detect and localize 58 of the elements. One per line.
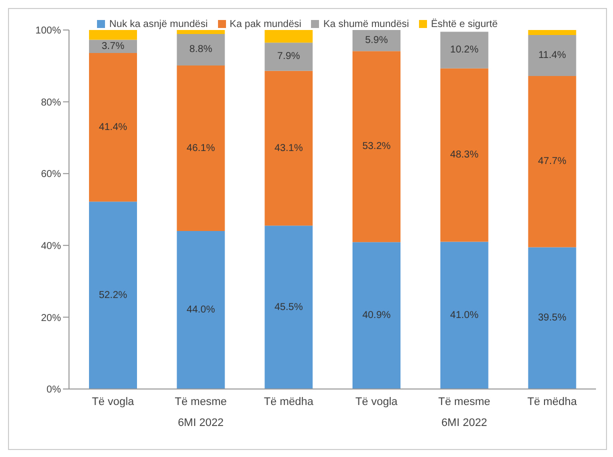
x-tick-label: Të mëdha xyxy=(264,396,314,408)
bar xyxy=(89,40,137,53)
data-label: 39.5% xyxy=(538,312,566,324)
data-label: 10.2% xyxy=(450,44,479,56)
bar xyxy=(528,76,576,248)
data-label: 46.1% xyxy=(186,142,216,154)
data-label: 43.1% xyxy=(274,142,303,154)
bar xyxy=(89,202,137,389)
bar xyxy=(176,30,225,34)
bar xyxy=(89,52,137,202)
bar xyxy=(440,242,488,389)
data-label: 44.0% xyxy=(186,304,216,316)
bar xyxy=(352,51,400,242)
data-label: 40.9% xyxy=(362,310,391,322)
bar xyxy=(264,42,313,71)
bar xyxy=(264,70,313,226)
data-label: 3.7% xyxy=(102,40,125,52)
bar xyxy=(264,226,313,389)
data-label: 47.7% xyxy=(538,156,566,168)
bar xyxy=(352,30,400,52)
y-tick-label: 80% xyxy=(40,97,62,108)
data-label: 45.5% xyxy=(274,302,303,313)
text: 6MI 2022 xyxy=(176,417,225,429)
y-tick-label: 100% xyxy=(35,26,62,37)
data-label: 5.9% xyxy=(365,35,388,46)
bar xyxy=(176,231,225,389)
y-tick-label: 20% xyxy=(40,312,62,324)
legend-label: Ka pak mundësi xyxy=(230,19,302,30)
x-tick-label: Të vogla xyxy=(92,396,135,408)
data-label: 8.8% xyxy=(189,44,212,56)
x-tick-label: Të mëdha xyxy=(527,396,578,408)
data-label: 41.4% xyxy=(98,122,128,133)
x-tick-label: Të mesme xyxy=(438,396,490,408)
legend-label: Është e sigurtë xyxy=(431,19,498,30)
data-label: 7.9% xyxy=(277,51,300,62)
data-label: 11.4% xyxy=(538,50,566,61)
bar xyxy=(176,34,225,66)
data-label: 41.0% xyxy=(450,310,479,321)
data-label: 53.2% xyxy=(362,141,391,152)
bar xyxy=(440,32,488,68)
x-tick-label: Të vogla xyxy=(355,396,398,408)
bar xyxy=(352,242,400,389)
text: 6MI 2022 xyxy=(440,417,488,429)
bar xyxy=(89,30,137,40)
bar xyxy=(264,30,313,43)
data-label: 52.2% xyxy=(98,290,128,301)
y-tick-label: 0% xyxy=(46,384,62,396)
x-tick-label: Të mesme xyxy=(174,396,227,408)
data-label: 48.3% xyxy=(450,150,479,161)
legend-label: Ka shumë mundësi xyxy=(323,19,409,30)
bar xyxy=(528,35,576,76)
bar xyxy=(176,66,225,232)
y-tick-label: 40% xyxy=(40,240,62,252)
legend-label: Nuk ka asnjë mundësi xyxy=(109,19,208,30)
bar xyxy=(528,247,576,389)
y-tick-label: 60% xyxy=(40,169,62,180)
bar xyxy=(528,30,576,36)
bar xyxy=(440,68,488,242)
